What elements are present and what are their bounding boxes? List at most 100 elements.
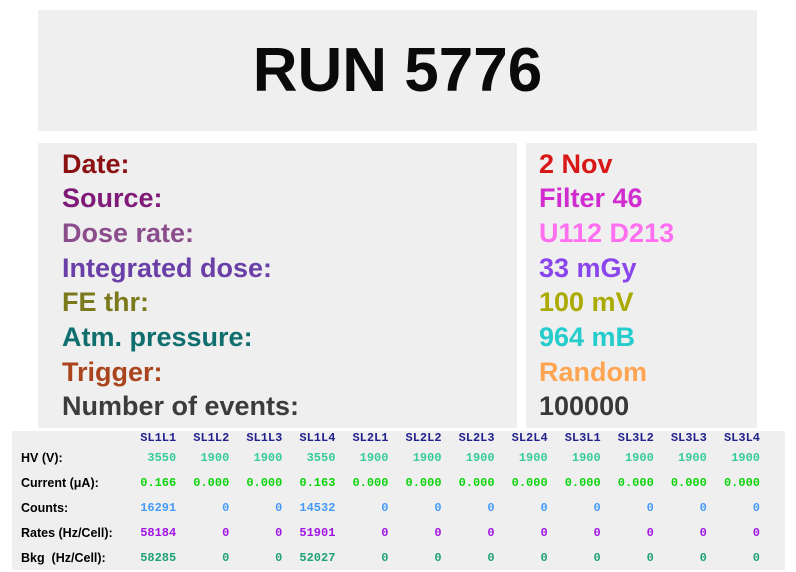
- column-header-sl3l3: SL3L3: [670, 431, 707, 445]
- table-cell: 0: [593, 525, 601, 540]
- table-cell: 58184: [140, 525, 177, 540]
- column-header-sl3l2: SL3L2: [617, 431, 654, 445]
- table-corner-cell: [12, 431, 135, 445]
- table-cell: 0: [275, 550, 283, 565]
- title-panel: RUN 5776: [38, 10, 757, 131]
- column-header-sl2l1: SL2L1: [352, 431, 389, 445]
- table-cell: 0: [275, 525, 283, 540]
- table-cell: 0: [381, 550, 389, 565]
- table-cell: 1900: [624, 450, 654, 465]
- table-cell: 1900: [571, 450, 601, 465]
- table-cell: 0: [540, 525, 548, 540]
- table-cell: 0: [222, 525, 230, 540]
- table-cell: 0.000: [352, 475, 389, 490]
- column-header-sl2l4: SL2L4: [511, 431, 548, 445]
- row-label: Counts:: [21, 500, 69, 515]
- table-cell: 0.000: [511, 475, 548, 490]
- table-cell: 0: [752, 500, 760, 515]
- table-cell: 0: [752, 525, 760, 540]
- column-header-sl3l1: SL3L1: [564, 431, 601, 445]
- table-cell: 0: [434, 500, 442, 515]
- table-cell: 0: [381, 525, 389, 540]
- table-cell: 0.000: [458, 475, 495, 490]
- info-value-source: Filter 46: [539, 183, 643, 214]
- table-cell: 0.000: [723, 475, 760, 490]
- column-header-sl2l3: SL2L3: [458, 431, 495, 445]
- chamber-status-table: SL1L1 SL1L2 SL1L3 SL1L4 SL2L1 SL2L2 SL2L3 SL2L4…: [12, 431, 772, 570]
- info-value-atm-pressure: 964 mB: [539, 321, 636, 352]
- table-cell: 0.000: [564, 475, 601, 490]
- table-cell: 1900: [412, 450, 442, 465]
- column-header-sl1l4: SL1L4: [299, 431, 336, 445]
- info-label-number-of-events: Number of events:: [62, 391, 300, 422]
- table-cell: 0.163: [299, 475, 336, 490]
- table-cell: 0: [275, 500, 283, 515]
- table-cell: 0: [752, 550, 760, 565]
- info-label-atm-pressure: Atm. pressure:: [62, 321, 253, 352]
- table-cell: 1900: [518, 450, 548, 465]
- table-cell: 0: [593, 500, 601, 515]
- table-row: Bkg (Hz/Cell): 58285 0 0 52027 0 0 0 0 0 0 0 0: [12, 545, 772, 570]
- table-cell: 51901: [299, 525, 336, 540]
- info-label-date: Date:: [62, 148, 130, 179]
- chamber-status-panel: SL1L1 SL1L2 SL1L3 SL1L4 SL2L1 SL2L2 SL2L3 SL2L4…: [12, 431, 785, 570]
- table-cell: 0.000: [246, 475, 283, 490]
- table-cell: 0: [487, 525, 495, 540]
- column-header-sl3l4: SL3L4: [723, 431, 760, 445]
- table-cell: 0: [646, 500, 654, 515]
- row-label: Rates (Hz/Cell):: [21, 525, 113, 540]
- table-cell: 0.000: [617, 475, 654, 490]
- table-cell: 0: [540, 550, 548, 565]
- table-cell: 0: [593, 550, 601, 565]
- run-title: RUN 5776: [252, 36, 543, 105]
- table-cell: 1900: [253, 450, 283, 465]
- table-cell: 14532: [299, 500, 336, 515]
- table-cell: 0.000: [193, 475, 230, 490]
- table-cell: 0: [699, 525, 707, 540]
- column-header-sl1l1: SL1L1: [140, 431, 177, 445]
- column-header-sl2l2: SL2L2: [405, 431, 442, 445]
- info-label-integrated-dose: Integrated dose:: [62, 252, 273, 283]
- info-value-trigger: Random: [539, 356, 647, 387]
- table-cell: 0: [487, 500, 495, 515]
- info-value-number-of-events: 100000: [539, 391, 630, 422]
- table-cell: 0: [699, 500, 707, 515]
- table-cell: 0: [381, 500, 389, 515]
- info-label-dose-rate: Dose rate:: [62, 218, 195, 249]
- table-cell: 0: [646, 525, 654, 540]
- info-value-fe-thr: 100 mV: [539, 287, 634, 318]
- table-row: Rates (Hz/Cell): 58184 0 0 51901 0 0 0 0 0 0 0 0: [12, 520, 772, 545]
- info-value-dose-rate: U112 D213: [539, 218, 675, 249]
- table-header-row: SL1L1 SL1L2 SL1L3 SL1L4 SL2L1 SL2L2 SL2L3 SL2L4…: [12, 431, 772, 445]
- info-value-integrated-dose: 33 mGy: [539, 252, 637, 283]
- table-row: Counts: 16291 0 0 14532 0 0 0 0 0 0 0 0: [12, 495, 772, 520]
- table-row: HV (V): 3550 1900 1900 3550 1900 1900 1900 1900 1…: [12, 445, 772, 470]
- table-cell: 58285: [140, 550, 177, 565]
- table-cell: 0.000: [670, 475, 707, 490]
- column-header-sl1l2: SL1L2: [193, 431, 230, 445]
- table-cell: 0: [222, 550, 230, 565]
- row-label: Current (μA):: [21, 475, 99, 490]
- table-cell: 1900: [200, 450, 230, 465]
- table-cell: 0: [434, 525, 442, 540]
- row-label: HV (V):: [21, 450, 63, 465]
- table-cell: 0: [434, 550, 442, 565]
- info-label-trigger: Trigger:: [62, 356, 163, 387]
- row-label: Bkg (Hz/Cell):: [21, 550, 106, 565]
- table-cell: 1900: [678, 450, 707, 465]
- table-cell: 52027: [299, 550, 336, 565]
- table-cell: 1900: [731, 450, 760, 465]
- table-cell: 0.000: [405, 475, 442, 490]
- table-row: Current (μA): 0.166 0.000 0.000 0.163 0.000 0.…: [12, 470, 772, 495]
- info-value-date: 2 Nov: [539, 148, 613, 179]
- table-cell: 1900: [465, 450, 495, 465]
- table-cell: 0: [487, 550, 495, 565]
- table-cell: 1900: [359, 450, 389, 465]
- table-cell: 0: [540, 500, 548, 515]
- info-label-source: Source:: [62, 183, 163, 214]
- table-cell: 0: [646, 550, 654, 565]
- table-cell: 0: [699, 550, 707, 565]
- info-values-panel: 2 Nov Filter 46 U112 D213 33 mGy 100 mV …: [526, 143, 757, 428]
- column-header-sl1l3: SL1L3: [246, 431, 283, 445]
